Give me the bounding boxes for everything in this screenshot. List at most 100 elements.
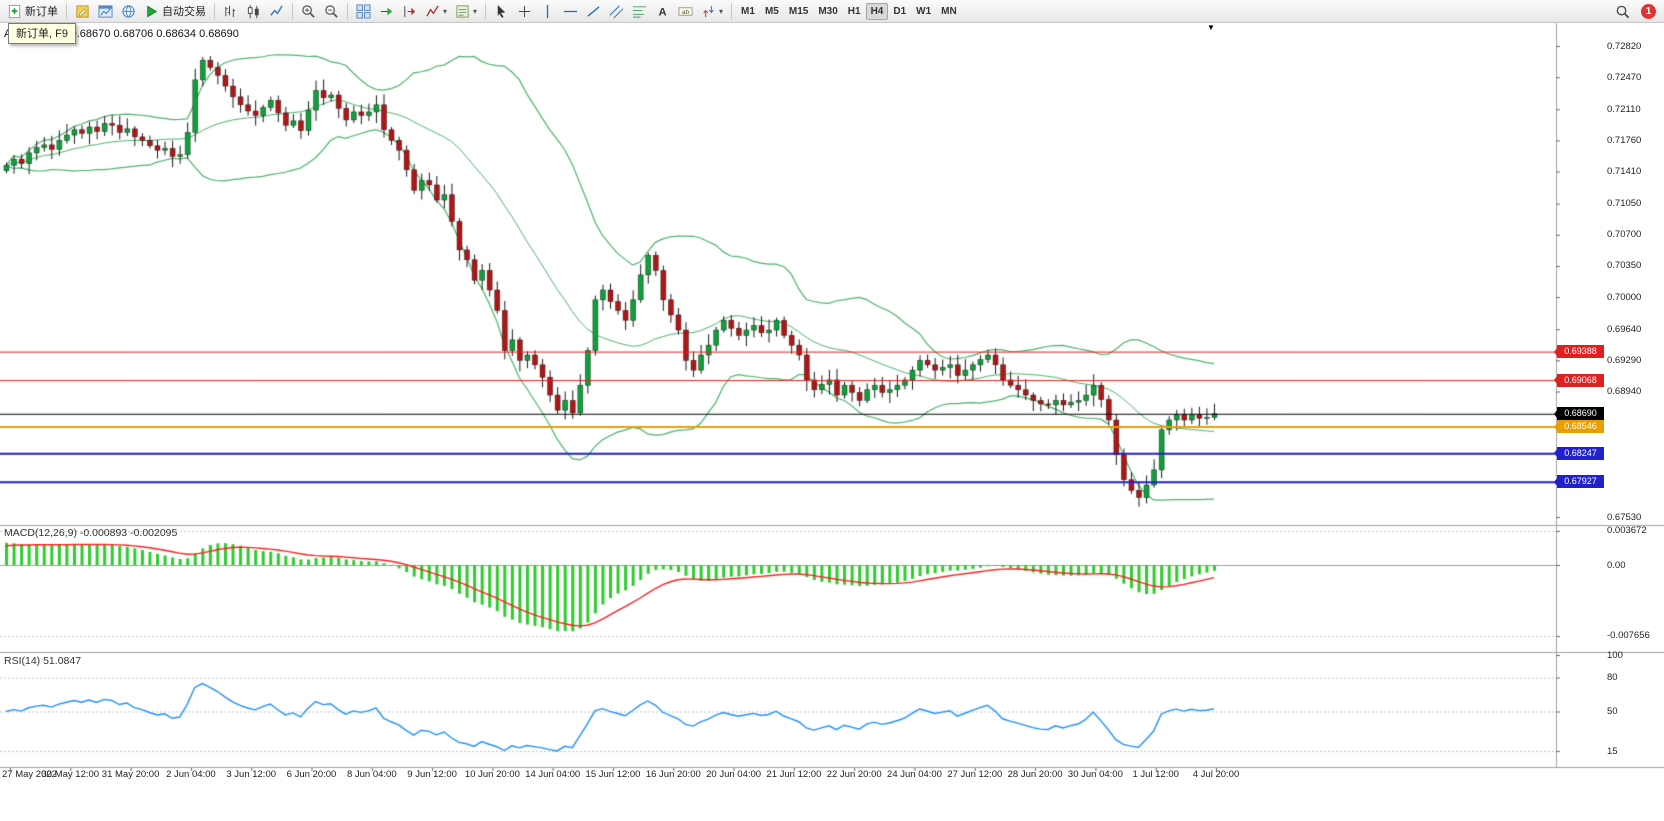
play-icon bbox=[147, 5, 158, 17]
label-icon: ab bbox=[678, 6, 693, 15]
bar-chart-button[interactable] bbox=[219, 2, 242, 21]
timeframe-m15-button[interactable]: M15 bbox=[788, 5, 809, 17]
price-tick-label: 0.72110 bbox=[1607, 103, 1641, 115]
hline-price-tag[interactable]: 0.68690 bbox=[1554, 407, 1604, 421]
new-order-button-label: 新订单 bbox=[25, 6, 58, 18]
hline-icon bbox=[563, 10, 578, 12]
trend-icon bbox=[587, 5, 600, 17]
zoom-in-icon bbox=[302, 4, 315, 18]
metaeditor-button[interactable] bbox=[71, 2, 94, 21]
text-button[interactable]: A bbox=[651, 2, 674, 21]
time-tick-label: 30 May 12:00 bbox=[41, 769, 100, 780]
time-tick-label: 6 Jun 20:00 bbox=[286, 769, 337, 780]
crosshair-icon bbox=[518, 5, 531, 17]
notification-badge[interactable]: 1 bbox=[1641, 3, 1656, 19]
templates-button[interactable]: ▾ bbox=[451, 2, 481, 21]
time-tick-label: 21 Jun 12:00 bbox=[766, 769, 822, 780]
template-icon bbox=[456, 4, 469, 18]
autotrading-button-label: 自动交易 bbox=[162, 6, 206, 18]
zoom-out-button[interactable] bbox=[320, 2, 343, 21]
strategy-tester-button[interactable] bbox=[94, 2, 117, 21]
price-tick-label: 0.68940 bbox=[1607, 386, 1642, 397]
zoom-in-button[interactable] bbox=[297, 2, 320, 21]
text-icon: A bbox=[658, 6, 666, 18]
price-tick-label: 0.71050 bbox=[1607, 198, 1642, 210]
new-order-button[interactable]: 新订单 bbox=[3, 2, 62, 21]
macd-axis-label: 0.00 bbox=[1607, 559, 1626, 571]
timeframe-m5-button[interactable]: M5 bbox=[764, 5, 779, 17]
price-tick-label: 0.72820 bbox=[1607, 40, 1642, 52]
channel-button[interactable] bbox=[605, 2, 628, 21]
time-tick-label: 15 Jun 12:00 bbox=[585, 769, 641, 780]
price-tick-label: 0.70350 bbox=[1607, 260, 1642, 272]
time-tick-label: 14 Jun 04:00 bbox=[525, 769, 581, 780]
trendline-button[interactable] bbox=[582, 2, 605, 21]
timeframe-w1-button[interactable]: W1 bbox=[916, 5, 932, 17]
timeframe-mn-button[interactable]: MN bbox=[941, 5, 957, 17]
line-chart-button[interactable] bbox=[265, 2, 288, 21]
zoom-out-icon bbox=[325, 4, 338, 18]
tile-windows-button[interactable] bbox=[352, 2, 375, 21]
candles-icon bbox=[247, 4, 259, 18]
macd-axis-label: -0.007656 bbox=[1607, 630, 1650, 642]
community-button[interactable] bbox=[117, 2, 140, 21]
candlestick-chart-button[interactable] bbox=[242, 2, 265, 21]
arrows-icon bbox=[703, 5, 714, 17]
arrows-button[interactable]: ▾ bbox=[697, 2, 727, 21]
crosshair-button[interactable] bbox=[513, 2, 536, 21]
timeframe-m1-button[interactable]: M1 bbox=[741, 5, 755, 17]
cursor-button[interactable] bbox=[490, 2, 513, 21]
time-tick-label: 27 May 2022 bbox=[2, 769, 57, 780]
search-icon bbox=[1616, 5, 1630, 18]
timeframe-d1-button[interactable]: D1 bbox=[893, 5, 907, 17]
toolbar-right: 1 bbox=[1611, 2, 1661, 21]
pencil-doc-icon bbox=[76, 4, 89, 18]
timeframe-h1-button[interactable]: H1 bbox=[847, 5, 861, 17]
vline-icon bbox=[546, 4, 549, 18]
text-label-button[interactable]: ab bbox=[674, 2, 697, 21]
channel-icon bbox=[609, 5, 624, 18]
price-tick-label: 0.71410 bbox=[1607, 166, 1642, 178]
toolbar-separator bbox=[66, 3, 67, 19]
rsi-axis-label: 100 bbox=[1607, 649, 1623, 661]
chart-window-icon bbox=[98, 4, 113, 18]
chart-shift-button[interactable] bbox=[398, 2, 421, 21]
macd-indicator-label: MACD(12,26,9) -0.000893 -0.002095 bbox=[4, 527, 178, 539]
hline-price-tag[interactable]: 0.68247 bbox=[1554, 446, 1604, 460]
hline-price-tag[interactable]: 0.69388 bbox=[1554, 345, 1604, 359]
auto-scroll-button[interactable] bbox=[375, 2, 398, 21]
hline-price-tag[interactable]: 0.68546 bbox=[1554, 420, 1604, 434]
indicators-button[interactable]: ▾ bbox=[421, 2, 451, 21]
toolbar-separator bbox=[214, 3, 215, 19]
timeframe-m30-button[interactable]: M30 bbox=[818, 5, 838, 17]
dropdown-arrow-icon: ▾ bbox=[443, 6, 448, 16]
toolbar-separator bbox=[292, 3, 293, 19]
toolbar-separator bbox=[485, 3, 487, 19]
time-tick-label: 2 Jun 04:00 bbox=[166, 769, 216, 780]
toolbar-separator bbox=[347, 3, 348, 19]
timeframe-h4-button[interactable]: H4 bbox=[865, 2, 889, 20]
rsi-axis-label: 80 bbox=[1607, 672, 1618, 684]
price-tick-label: 0.71760 bbox=[1607, 134, 1642, 146]
chart-shift-marker-icon[interactable]: ▼ bbox=[1207, 23, 1215, 32]
price-tick-label: 0.72470 bbox=[1607, 71, 1642, 83]
search-button[interactable] bbox=[1611, 2, 1634, 21]
bars-icon bbox=[225, 5, 236, 17]
fibonacci-button[interactable] bbox=[628, 2, 651, 21]
rsi-axis-label: 15 bbox=[1607, 745, 1618, 757]
fibo-icon bbox=[632, 5, 647, 18]
hline-price-tag[interactable]: 0.67927 bbox=[1554, 475, 1604, 489]
price-tick-label: 0.69290 bbox=[1607, 354, 1642, 366]
svg-text:ab: ab bbox=[682, 8, 690, 15]
vertical-line-button[interactable] bbox=[536, 2, 559, 21]
price-tick-label: 0.70000 bbox=[1607, 291, 1642, 303]
autotrading-button[interactable]: 自动交易 bbox=[140, 2, 210, 21]
chart-shift-icon bbox=[404, 5, 416, 17]
hline-price-tag[interactable]: 0.69068 bbox=[1554, 373, 1604, 387]
price-tick-label: 0.70700 bbox=[1607, 229, 1642, 241]
horizontal-line-button[interactable] bbox=[559, 2, 582, 21]
new-order-icon bbox=[8, 4, 21, 18]
globe-icon bbox=[122, 4, 135, 18]
